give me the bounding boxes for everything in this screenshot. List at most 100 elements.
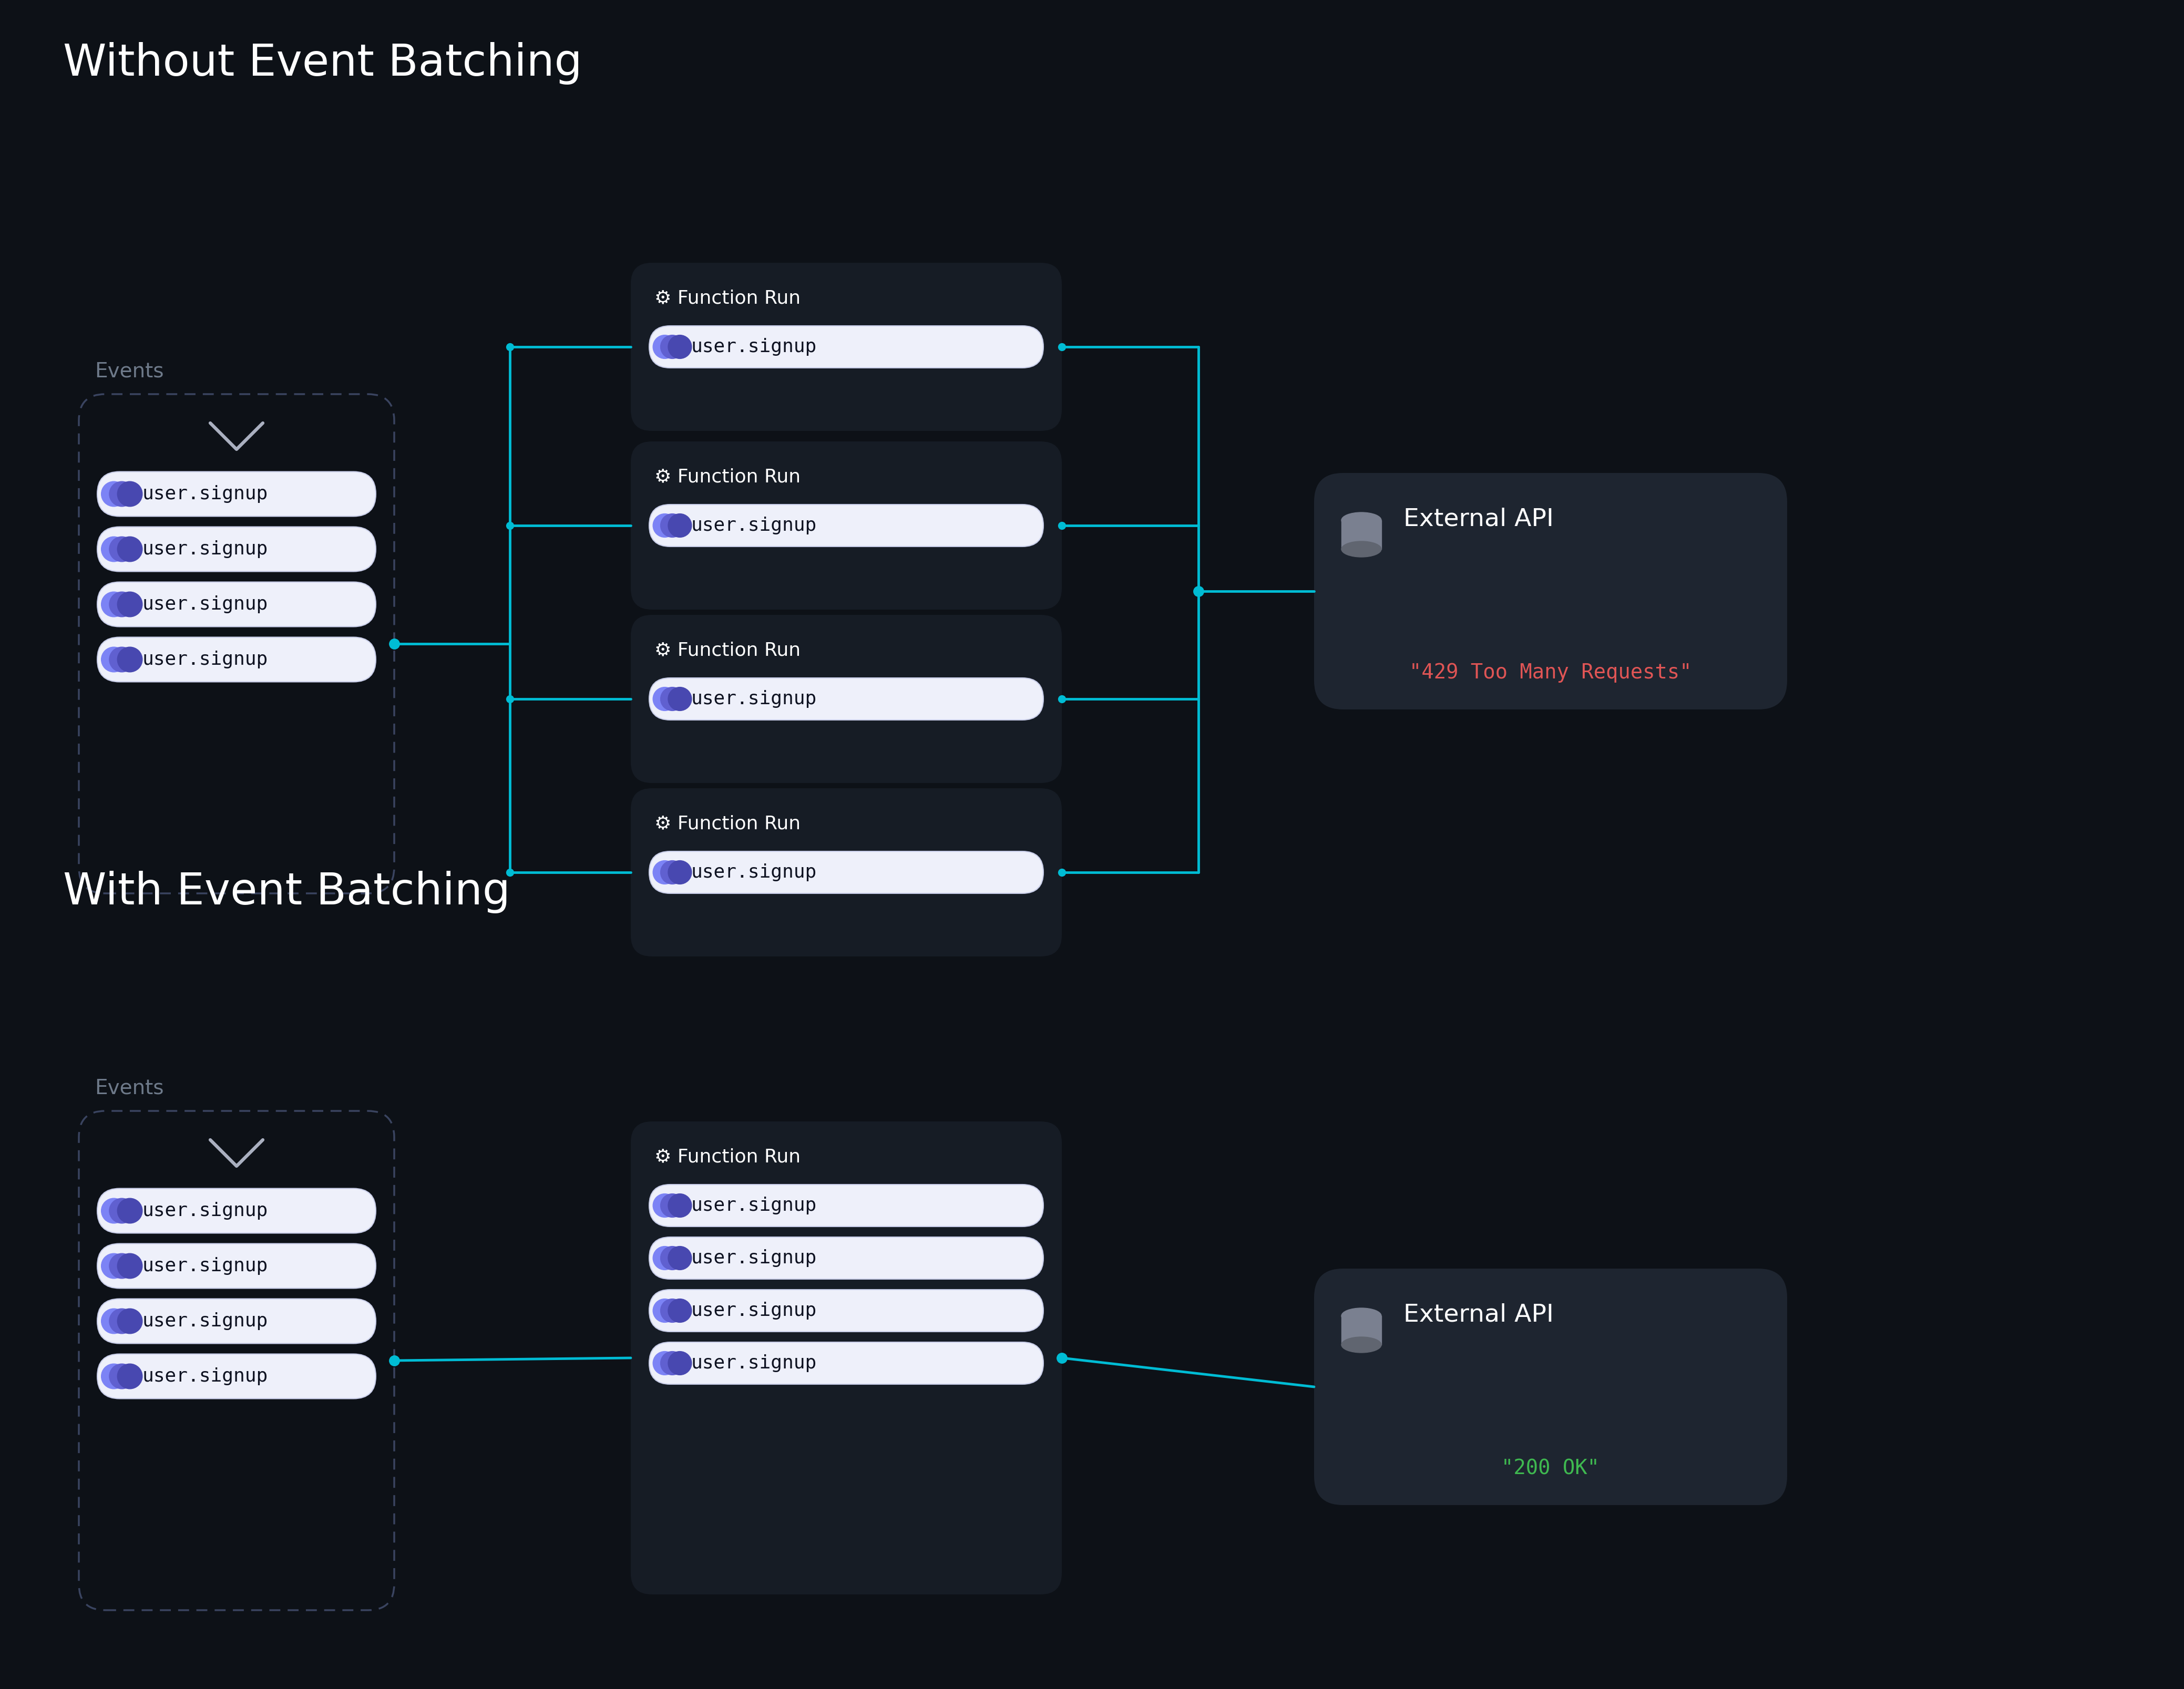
Circle shape [660,861,684,883]
Circle shape [100,647,127,672]
Text: user.signup: user.signup [142,540,269,557]
Text: ⚙ Function Run: ⚙ Function Run [655,468,802,485]
Circle shape [653,1194,677,1218]
Text: user.signup: user.signup [142,650,269,669]
Text: ⚙ Function Run: ⚙ Function Run [655,814,802,833]
Circle shape [109,537,135,562]
Text: user.signup: user.signup [690,1355,817,1371]
FancyBboxPatch shape [98,637,376,682]
Circle shape [653,1299,677,1322]
Bar [1341,1316,1380,1344]
FancyBboxPatch shape [98,583,376,627]
Circle shape [100,1198,127,1223]
Circle shape [100,1363,127,1388]
FancyBboxPatch shape [79,1111,395,1610]
Text: ⚙ Function Run: ⚙ Function Run [655,1149,802,1165]
Ellipse shape [1341,1338,1380,1353]
Circle shape [118,647,142,672]
FancyBboxPatch shape [649,851,1044,893]
Circle shape [653,334,677,358]
FancyBboxPatch shape [631,615,1061,784]
FancyBboxPatch shape [649,1290,1044,1331]
Circle shape [660,1246,684,1270]
Circle shape [660,1351,684,1375]
Circle shape [660,1299,684,1322]
Text: With Event Batching: With Event Batching [63,872,511,914]
Circle shape [668,1246,692,1270]
Circle shape [109,1198,135,1223]
Circle shape [118,481,142,507]
Circle shape [118,1253,142,1279]
Circle shape [100,537,127,562]
Text: External API: External API [1404,507,1553,530]
Ellipse shape [1341,540,1380,557]
Circle shape [653,687,677,711]
FancyBboxPatch shape [79,394,395,893]
FancyBboxPatch shape [98,1189,376,1233]
Text: user.signup: user.signup [690,517,817,534]
Bar [1341,520,1380,549]
Circle shape [668,1299,692,1322]
FancyBboxPatch shape [1315,1268,1787,1505]
Circle shape [668,1194,692,1218]
Circle shape [118,1198,142,1223]
FancyBboxPatch shape [649,505,1044,547]
Circle shape [109,1309,135,1334]
Text: "429 Too Many Requests": "429 Too Many Requests" [1409,662,1693,682]
Circle shape [653,861,677,883]
FancyBboxPatch shape [1315,473,1787,709]
Text: user.signup: user.signup [142,1203,269,1219]
Text: user.signup: user.signup [142,1312,269,1329]
FancyBboxPatch shape [98,527,376,571]
Circle shape [668,513,692,537]
Circle shape [109,591,135,616]
Circle shape [668,687,692,711]
Circle shape [668,334,692,358]
Text: Events: Events [94,1078,164,1098]
Circle shape [100,1309,127,1334]
Text: Events: Events [94,361,164,382]
Circle shape [653,1246,677,1270]
Ellipse shape [1341,512,1380,529]
Circle shape [118,537,142,562]
FancyBboxPatch shape [98,1299,376,1343]
Circle shape [668,861,692,883]
Text: Without Event Batching: Without Event Batching [63,42,583,84]
Circle shape [660,687,684,711]
Circle shape [100,481,127,507]
Circle shape [668,1351,692,1375]
Text: user.signup: user.signup [690,1302,817,1319]
Circle shape [118,591,142,616]
Circle shape [100,1253,127,1279]
Ellipse shape [1341,1307,1380,1324]
Text: user.signup: user.signup [690,863,817,882]
FancyBboxPatch shape [98,471,376,517]
Text: user.signup: user.signup [690,338,817,356]
FancyBboxPatch shape [649,326,1044,368]
FancyBboxPatch shape [649,1343,1044,1385]
FancyBboxPatch shape [649,677,1044,720]
FancyBboxPatch shape [649,1236,1044,1279]
Text: External API: External API [1404,1302,1553,1326]
Circle shape [660,513,684,537]
Circle shape [653,513,677,537]
Circle shape [100,591,127,616]
FancyBboxPatch shape [631,789,1061,956]
Text: user.signup: user.signup [142,485,269,503]
Text: user.signup: user.signup [690,1250,817,1267]
Text: user.signup: user.signup [142,1257,269,1275]
Circle shape [118,1363,142,1388]
Text: user.signup: user.signup [690,691,817,708]
FancyBboxPatch shape [631,263,1061,431]
Text: user.signup: user.signup [142,596,269,613]
Text: ⚙ Function Run: ⚙ Function Run [655,289,802,307]
Circle shape [660,334,684,358]
FancyBboxPatch shape [631,441,1061,610]
Circle shape [109,647,135,672]
Text: "200 OK": "200 OK" [1500,1458,1599,1478]
Circle shape [109,1363,135,1388]
Circle shape [109,1253,135,1279]
FancyBboxPatch shape [98,1355,376,1398]
Circle shape [118,1309,142,1334]
FancyBboxPatch shape [631,1121,1061,1594]
